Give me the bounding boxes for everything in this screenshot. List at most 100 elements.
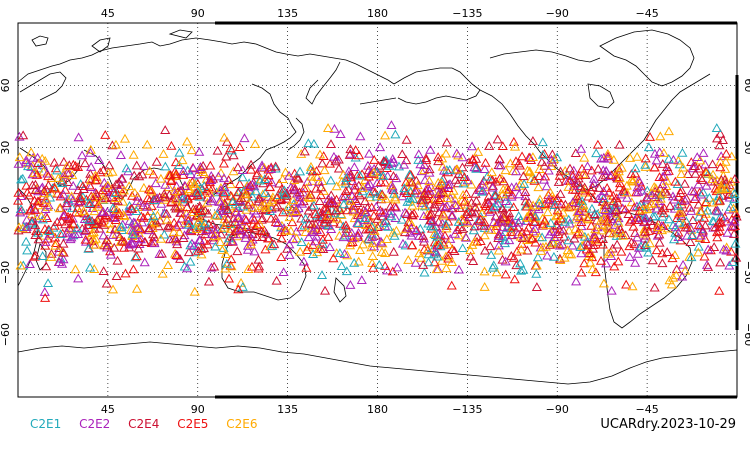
observation-marker [440, 148, 452, 158]
observation-marker [538, 174, 550, 184]
observation-marker [515, 258, 526, 268]
observation-marker [701, 167, 712, 177]
observation-marker [677, 162, 689, 172]
observation-marker [318, 151, 329, 161]
observation-marker [312, 172, 323, 182]
observation-marker [15, 260, 26, 270]
observation-marker [456, 195, 467, 205]
observation-marker [58, 210, 69, 220]
observation-marker [536, 245, 547, 255]
coastline-japan [287, 117, 305, 151]
observation-marker [135, 234, 146, 244]
observation-marker [357, 182, 368, 192]
observation-marker [177, 194, 188, 204]
observation-marker [199, 218, 210, 228]
observation-marker [450, 200, 461, 209]
observation-marker [345, 280, 356, 289]
observation-marker [237, 282, 248, 291]
observation-marker [256, 200, 267, 210]
observation-marker [209, 261, 220, 271]
observation-marker [669, 203, 680, 213]
observation-marker [480, 181, 491, 191]
observation-marker [228, 229, 239, 238]
observation-marker [338, 169, 349, 179]
observation-marker [27, 215, 38, 225]
observation-marker [466, 141, 478, 151]
observation-marker [319, 165, 330, 175]
observation-marker [506, 191, 517, 201]
observation-marker [21, 155, 32, 165]
observation-marker [86, 162, 97, 171]
observation-marker [579, 152, 590, 162]
observation-marker [287, 195, 299, 205]
observation-marker [662, 247, 673, 257]
observation-marker [627, 176, 638, 186]
observation-marker [306, 171, 317, 181]
observation-marker [728, 229, 740, 238]
observation-marker [647, 190, 658, 199]
observation-marker [100, 193, 111, 203]
observation-marker [601, 165, 612, 175]
observation-marker [129, 170, 140, 180]
observation-marker [30, 230, 41, 239]
observation-marker [58, 156, 69, 166]
observation-marker [498, 176, 509, 186]
observation-marker [188, 241, 200, 250]
observation-marker [362, 181, 373, 191]
observation-marker [170, 233, 181, 243]
observation-marker [220, 263, 231, 273]
observation-marker [531, 260, 542, 270]
observation-marker [556, 198, 567, 208]
observation-marker [455, 222, 466, 232]
observation-marker [234, 179, 245, 189]
lon-tick-label-bottom: −90 [546, 403, 569, 416]
observation-marker [693, 247, 704, 257]
observation-marker [500, 196, 511, 205]
observation-marker [655, 183, 666, 193]
observation-marker [117, 225, 128, 235]
observation-marker [306, 201, 318, 211]
observation-marker [61, 200, 72, 210]
observation-marker [137, 169, 148, 179]
observation-marker [111, 179, 122, 189]
observation-marker [39, 224, 50, 233]
observation-marker [133, 228, 144, 237]
observation-marker [212, 145, 223, 155]
observation-marker [550, 211, 562, 221]
observation-marker [657, 258, 668, 268]
observation-marker [364, 148, 375, 158]
observation-marker [507, 218, 518, 227]
observation-marker [512, 222, 524, 232]
observation-marker [594, 183, 605, 192]
observation-marker [30, 220, 41, 230]
observation-marker [612, 173, 623, 183]
observation-marker [271, 192, 283, 202]
observation-marker [360, 196, 371, 206]
observation-marker [536, 199, 547, 209]
lat-tick-label-left: 0 [0, 207, 12, 214]
observation-marker [119, 133, 131, 143]
observation-marker [400, 240, 411, 250]
observation-marker [652, 222, 663, 232]
observation-marker [598, 213, 609, 223]
observation-marker [446, 211, 458, 221]
observation-marker [276, 233, 287, 243]
observation-marker [476, 186, 488, 196]
observation-marker [533, 182, 544, 192]
observation-marker [552, 193, 563, 203]
observation-marker [245, 239, 256, 249]
observation-marker [390, 129, 401, 139]
observation-marker [582, 236, 593, 246]
observation-marker [511, 182, 522, 191]
observation-marker [131, 251, 142, 261]
observation-marker [230, 206, 241, 216]
observation-marker [67, 203, 78, 212]
observation-marker [626, 197, 637, 207]
observation-marker [365, 223, 376, 233]
observation-marker [410, 226, 421, 236]
observation-marker [646, 198, 657, 208]
observation-marker [93, 199, 104, 209]
observation-marker [609, 261, 620, 271]
observation-marker [396, 214, 407, 224]
observation-marker [131, 160, 142, 170]
